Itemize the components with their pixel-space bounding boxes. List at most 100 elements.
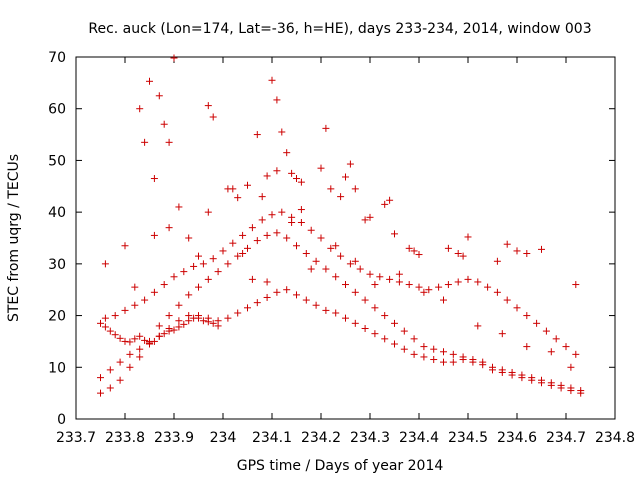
x-tick-label: 234.5 — [448, 430, 488, 446]
data-point — [459, 353, 467, 361]
data-point — [342, 314, 349, 322]
plot-frame — [75, 56, 616, 420]
data-point — [346, 260, 354, 268]
data-point — [391, 230, 398, 238]
data-point — [435, 283, 443, 291]
data-point — [346, 160, 354, 168]
data-point — [195, 312, 202, 320]
data-point — [351, 185, 359, 193]
data-point — [146, 337, 153, 345]
data-point — [312, 301, 320, 309]
data-point — [131, 283, 139, 291]
data-point — [101, 323, 109, 331]
data-point — [273, 229, 281, 237]
data-point — [224, 260, 232, 268]
data-point — [170, 326, 178, 334]
x-axis-label: GPS time / Days of year 2014 — [237, 458, 444, 474]
data-point — [253, 237, 261, 245]
data-point — [101, 260, 109, 268]
x-tick-label: 233.8 — [105, 430, 145, 446]
data-point — [391, 340, 398, 348]
data-point — [381, 312, 389, 320]
data-point — [395, 278, 403, 286]
data-point — [297, 206, 305, 214]
data-point — [307, 226, 315, 234]
data-point — [101, 314, 109, 322]
data-point — [283, 149, 291, 157]
data-point — [533, 319, 541, 327]
data-point — [562, 343, 570, 351]
data-point — [180, 268, 188, 276]
x-tick-label: 233.9 — [154, 430, 194, 446]
data-point — [165, 325, 173, 332]
data-point — [356, 265, 364, 273]
data-point — [449, 358, 457, 366]
data-point — [263, 293, 271, 301]
data-point — [131, 335, 139, 343]
data-point — [141, 138, 149, 146]
data-point — [400, 327, 408, 335]
data-point — [155, 92, 163, 100]
data-point — [513, 304, 521, 312]
data-point — [111, 312, 119, 320]
data-point — [557, 381, 565, 389]
data-point — [322, 265, 330, 273]
data-point — [376, 273, 384, 281]
data-point — [538, 376, 545, 384]
data-point — [381, 200, 389, 208]
x-tick-label: 234.3 — [350, 430, 390, 446]
data-point — [288, 169, 296, 177]
data-point — [185, 312, 193, 320]
data-point — [523, 343, 531, 351]
data-point — [234, 194, 242, 202]
data-point — [97, 319, 104, 327]
data-point — [150, 175, 158, 183]
data-point — [302, 250, 310, 258]
data-point — [337, 252, 345, 260]
x-tick-label: 234.6 — [497, 430, 537, 446]
data-point — [283, 234, 291, 242]
data-point — [111, 331, 119, 339]
y-tick-label: 20 — [48, 309, 66, 325]
data-point — [190, 262, 198, 270]
data-point — [444, 244, 452, 252]
y-tick-label: 70 — [48, 50, 66, 66]
data-point — [273, 96, 281, 104]
data-point — [297, 178, 305, 186]
data-point — [170, 54, 178, 62]
data-point — [288, 218, 296, 226]
data-point — [342, 281, 349, 289]
data-point — [219, 247, 227, 255]
data-point — [131, 301, 139, 309]
data-point — [440, 348, 447, 356]
data-point — [425, 286, 433, 294]
data-point — [234, 309, 242, 317]
data-point — [567, 384, 575, 392]
data-point — [464, 275, 472, 283]
data-point — [493, 257, 501, 265]
data-point — [121, 242, 129, 250]
data-point — [493, 288, 501, 296]
data-point — [263, 231, 271, 239]
data-point — [454, 278, 462, 286]
data-point — [297, 218, 305, 226]
data-point — [371, 330, 379, 338]
data-point — [146, 77, 153, 85]
data-point — [283, 286, 291, 294]
data-point — [185, 234, 193, 242]
data-point — [214, 317, 222, 325]
data-point — [141, 296, 149, 304]
data-point — [351, 288, 359, 296]
x-tick-label: 234.8 — [595, 430, 635, 446]
data-point — [312, 257, 320, 265]
data-point — [97, 374, 104, 382]
data-point — [498, 366, 506, 374]
data-point — [136, 345, 144, 353]
data-point — [518, 371, 526, 379]
data-point — [577, 387, 585, 395]
data-point — [391, 319, 398, 327]
data-point — [400, 345, 408, 353]
data-point — [160, 120, 168, 128]
data-point — [567, 363, 575, 371]
data-point — [361, 296, 369, 304]
